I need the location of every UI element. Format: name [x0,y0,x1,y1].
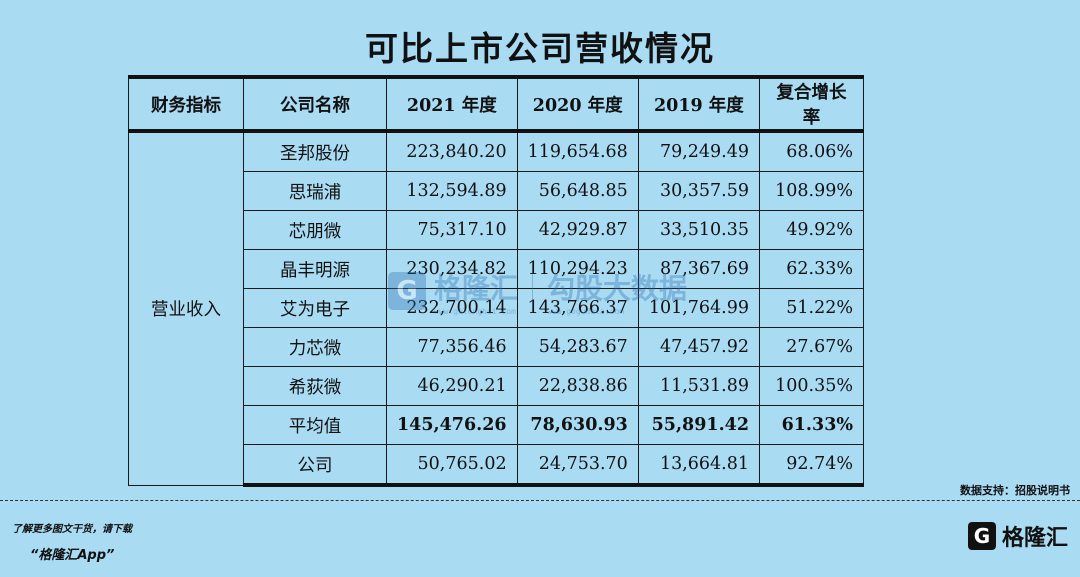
table-row: 平均值 145,476.26 78,630.93 55,891.42 61.33% [129,405,865,445]
value-2021-cell: 46,290.21 [386,366,518,406]
promo-line-2: “格隆汇App” [30,548,115,563]
table-row: 思瑞浦 132,594.89 56,648.85 30,357.59 108.99% [129,171,865,211]
value-2019-cell: 79,249.49 [637,130,761,172]
value-2021-cell: 50,765.02 [386,444,518,487]
cagr-cell: 51.22% [759,288,865,328]
cagr-cell: 61.33% [759,405,865,445]
value-2020-cell: 110,294.23 [516,249,639,289]
company-name-cell: 平均值 [243,405,387,445]
value-2019-cell: 101,764.99 [637,288,761,328]
value-2020-cell: 78,630.93 [516,405,639,445]
table-row: 艾为电子 232,700.14 143,766.37 101,764.99 51.22% [129,288,865,328]
value-2021-cell: 77,356.46 [386,327,518,367]
value-2021-cell: 132,594.89 [386,171,518,211]
value-2019-cell: 55,891.42 [637,405,761,445]
header-metric: 财务指标 [128,75,244,133]
revenue-table: 财务指标 公司名称 2021 年度 2020 年度 2019 年度 复合增长率 … [128,75,865,487]
value-2020-cell: 54,283.67 [516,327,639,367]
company-name-cell: 力芯微 [243,327,387,367]
value-2020-cell: 119,654.68 [516,130,639,172]
value-2021-cell: 145,476.26 [386,405,518,445]
value-2019-cell: 47,457.92 [637,327,761,367]
cagr-cell: 62.33% [759,249,865,289]
data-source: 数据支持：招股说明书 [960,484,1070,497]
cagr-cell: 100.35% [759,366,865,406]
company-name-cell: 思瑞浦 [243,171,387,211]
header-cagr: 复合增长率 [759,75,865,133]
company-name-cell: 公司 [243,444,387,487]
header-2021: 2021 年度 [386,75,518,133]
company-name-cell: 芯朋微 [243,210,387,250]
value-2019-cell: 33,510.35 [637,210,761,250]
value-2019-cell: 87,367.69 [637,249,761,289]
cagr-cell: 92.74% [759,444,865,487]
cagr-cell: 27.67% [759,327,865,367]
value-2020-cell: 56,648.85 [516,171,639,211]
value-2020-cell: 143,766.37 [516,288,639,328]
divider [0,500,1080,501]
table-header-row: 财务指标 公司名称 2021 年度 2020 年度 2019 年度 复合增长率 [128,75,865,133]
value-2019-cell: 30,357.59 [637,171,761,211]
page-title: 可比上市公司营收情况 [365,29,715,68]
header-company: 公司名称 [243,75,387,133]
promo-line-1: 了解更多图文干货，请下载 [12,524,132,535]
table-row: 力芯微 77,356.46 54,283.67 47,457.92 27.67% [129,327,865,367]
value-2020-cell: 42,929.87 [516,210,639,250]
value-2021-cell: 230,234.82 [386,249,518,289]
value-2021-cell: 75,317.10 [386,210,518,250]
cagr-cell: 108.99% [759,171,865,211]
logo-g-icon: G [967,522,996,550]
value-2019-cell: 11,531.89 [637,366,761,406]
header-2020: 2020 年度 [516,75,639,133]
logo-text: 格隆汇 [1001,526,1068,551]
table-row: 晶丰明源 230,234.82 110,294.23 87,367.69 62.33% [129,249,865,289]
value-2019-cell: 13,664.81 [637,444,761,487]
table-row: 希荻微 46,290.21 22,838.86 11,531.89 100.35% [129,366,865,406]
company-name-cell: 希荻微 [243,366,387,406]
value-2021-cell: 232,700.14 [386,288,518,328]
company-name-cell: 圣邦股份 [243,130,387,172]
value-2020-cell: 22,838.86 [516,366,639,406]
cagr-cell: 49.92% [759,210,865,250]
company-name-cell: 晶丰明源 [243,249,387,289]
cagr-cell: 68.06% [759,130,865,172]
value-2020-cell: 24,753.70 [516,444,639,487]
table-row: 营业收入 圣邦股份 223,840.20 119,654.68 79,249.49 68.… [128,130,865,486]
company-name-cell: 艾为电子 [243,288,387,328]
brand-logo: G 格隆汇 [967,520,1068,552]
metric-cell: 营业收入 [128,130,244,486]
value-2021-cell: 223,840.20 [386,130,518,172]
table-row: 芯朋微 75,317.10 42,929.87 33,510.35 49.92% [129,210,865,250]
table-row: 公司 50,765.02 24,753.70 13,664.81 92.74% [129,444,865,487]
header-2019: 2019 年度 [637,75,761,133]
